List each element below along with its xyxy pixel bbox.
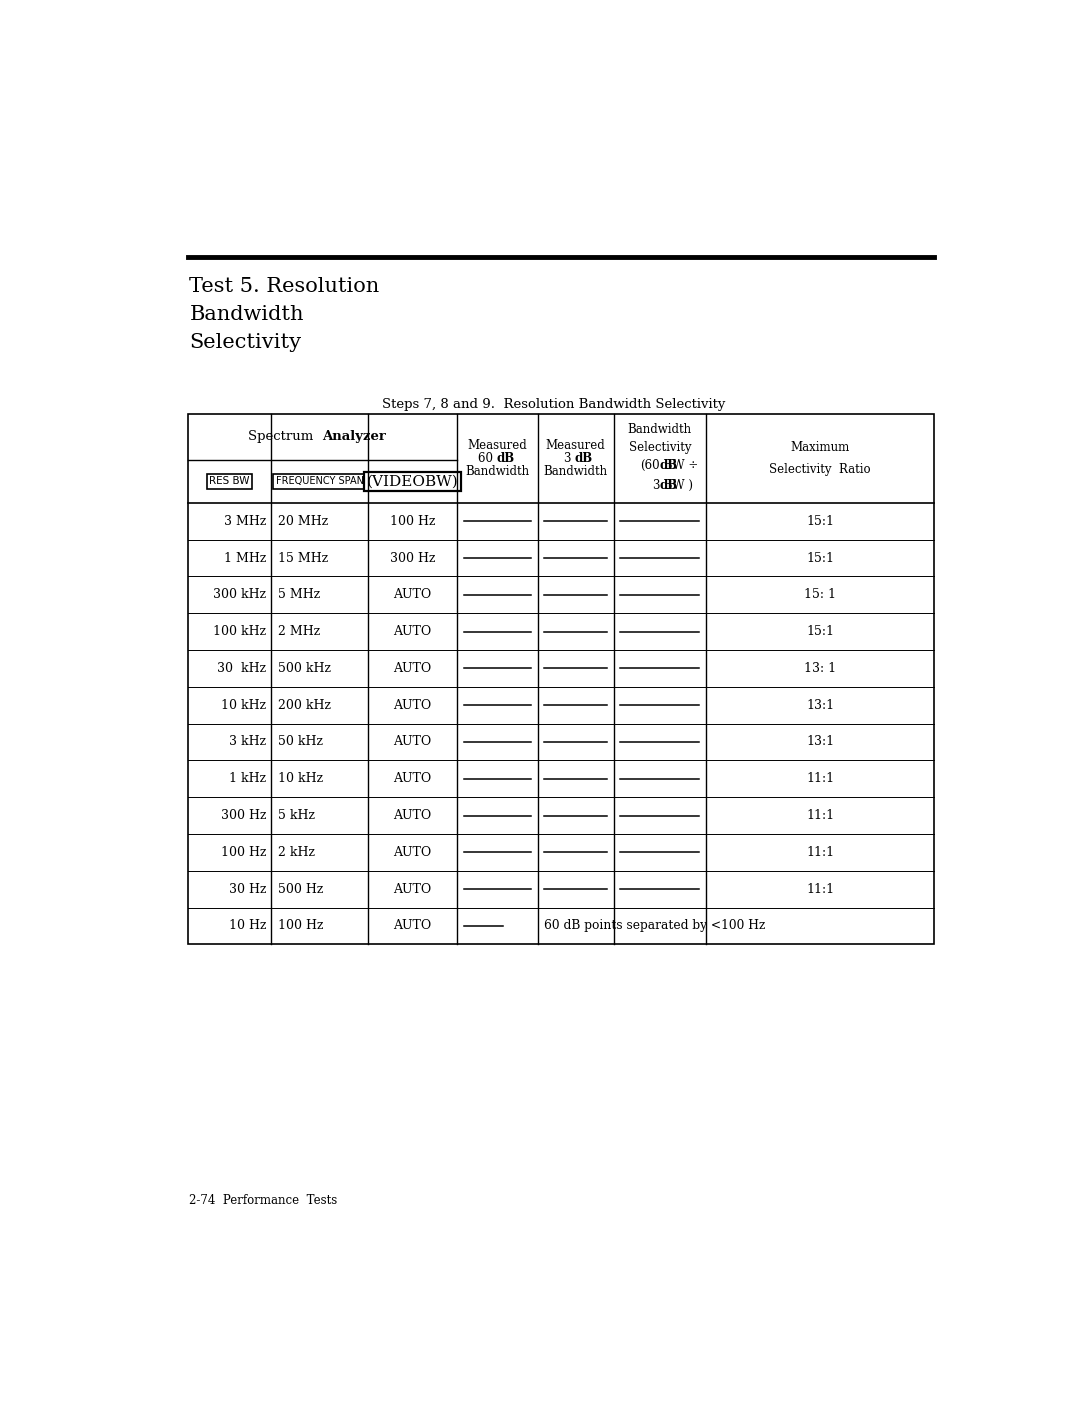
- Text: 1 MHz: 1 MHz: [224, 552, 267, 565]
- Text: 300 kHz: 300 kHz: [213, 589, 267, 601]
- Text: 2-74  Performance  Tests: 2-74 Performance Tests: [189, 1194, 338, 1207]
- Text: AUTO: AUTO: [393, 662, 432, 674]
- Text: 5 kHz: 5 kHz: [279, 809, 315, 822]
- Text: Maximum: Maximum: [791, 441, 850, 454]
- Text: 500 Hz: 500 Hz: [279, 882, 324, 895]
- Text: dB: dB: [660, 459, 678, 472]
- Text: dB: dB: [575, 452, 593, 465]
- Text: Measured: Measured: [468, 438, 527, 452]
- Text: AUTO: AUTO: [393, 809, 432, 822]
- Text: 15:1: 15:1: [806, 625, 834, 638]
- Text: 2 MHz: 2 MHz: [279, 625, 321, 638]
- Text: 10 kHz: 10 kHz: [279, 773, 323, 785]
- Text: BW ÷: BW ÷: [660, 459, 698, 472]
- Text: 2 kHz: 2 kHz: [279, 846, 315, 858]
- Text: AUTO: AUTO: [393, 773, 432, 785]
- Text: AUTO: AUTO: [393, 882, 432, 895]
- Text: (60: (60: [640, 459, 660, 472]
- Text: 60: 60: [477, 452, 497, 465]
- Text: AUTO: AUTO: [393, 589, 432, 601]
- Text: Bandwidth: Bandwidth: [543, 465, 608, 478]
- Text: Spectrum: Spectrum: [248, 430, 322, 444]
- Text: Measured: Measured: [545, 438, 606, 452]
- Text: Test 5. Resolution
Bandwidth
Selectivity: Test 5. Resolution Bandwidth Selectivity: [189, 277, 380, 351]
- Text: AUTO: AUTO: [393, 735, 432, 749]
- Text: Steps 7, 8 and 9.  Resolution Bandwidth Selectivity: Steps 7, 8 and 9. Resolution Bandwidth S…: [382, 398, 725, 410]
- Text: BW ): BW ): [660, 479, 692, 492]
- Text: Bandwidth: Bandwidth: [627, 423, 692, 436]
- Text: 15:1: 15:1: [806, 514, 834, 528]
- Text: 11:1: 11:1: [806, 773, 834, 785]
- Text: 15 MHz: 15 MHz: [279, 552, 328, 565]
- Text: 200 kHz: 200 kHz: [279, 698, 332, 712]
- Text: dB: dB: [660, 479, 678, 492]
- Text: 3 kHz: 3 kHz: [229, 735, 267, 749]
- Text: AUTO: AUTO: [393, 919, 432, 933]
- Text: 13: 1: 13: 1: [804, 662, 836, 674]
- Text: Selectivity: Selectivity: [629, 441, 691, 454]
- Text: 3: 3: [564, 452, 575, 465]
- Text: 11:1: 11:1: [806, 882, 834, 895]
- Text: RES BW: RES BW: [210, 476, 249, 486]
- Text: 1 kHz: 1 kHz: [229, 773, 267, 785]
- Text: 11:1: 11:1: [806, 809, 834, 822]
- Text: 3: 3: [652, 479, 660, 492]
- Text: 50 kHz: 50 kHz: [279, 735, 323, 749]
- Text: AUTO: AUTO: [393, 846, 432, 858]
- Text: 13:1: 13:1: [806, 735, 834, 749]
- Text: Analyzer: Analyzer: [322, 430, 386, 444]
- Text: 10 kHz: 10 kHz: [221, 698, 267, 712]
- Text: AUTO: AUTO: [393, 625, 432, 638]
- Text: 100 Hz: 100 Hz: [221, 846, 267, 858]
- Text: 100 Hz: 100 Hz: [390, 514, 435, 528]
- Text: Bandwidth: Bandwidth: [465, 465, 529, 478]
- Text: 13:1: 13:1: [806, 698, 834, 712]
- Text: 500 kHz: 500 kHz: [279, 662, 332, 674]
- Text: 300 Hz: 300 Hz: [221, 809, 267, 822]
- Text: FREQUENCY SPAN: FREQUENCY SPAN: [275, 476, 364, 486]
- Text: 5 MHz: 5 MHz: [279, 589, 321, 601]
- Text: 100 Hz: 100 Hz: [279, 919, 324, 933]
- Text: 15:1: 15:1: [806, 552, 834, 565]
- Text: 30 Hz: 30 Hz: [229, 882, 267, 895]
- Text: 10 Hz: 10 Hz: [229, 919, 267, 933]
- Text: 3 MHz: 3 MHz: [224, 514, 267, 528]
- Text: 60 dB points separated by <100 Hz: 60 dB points separated by <100 Hz: [544, 919, 766, 933]
- Text: Selectivity  Ratio: Selectivity Ratio: [769, 462, 870, 476]
- Text: 30  kHz: 30 kHz: [217, 662, 267, 674]
- Text: AUTO: AUTO: [393, 698, 432, 712]
- Text: 15: 1: 15: 1: [805, 589, 836, 601]
- Text: (VIDEOBW): (VIDEOBW): [366, 475, 458, 489]
- Text: 11:1: 11:1: [806, 846, 834, 858]
- Text: 300 Hz: 300 Hz: [390, 552, 435, 565]
- Text: dB: dB: [497, 452, 515, 465]
- Text: 20 MHz: 20 MHz: [279, 514, 328, 528]
- Text: 100 kHz: 100 kHz: [213, 625, 267, 638]
- Bar: [188, 414, 934, 944]
